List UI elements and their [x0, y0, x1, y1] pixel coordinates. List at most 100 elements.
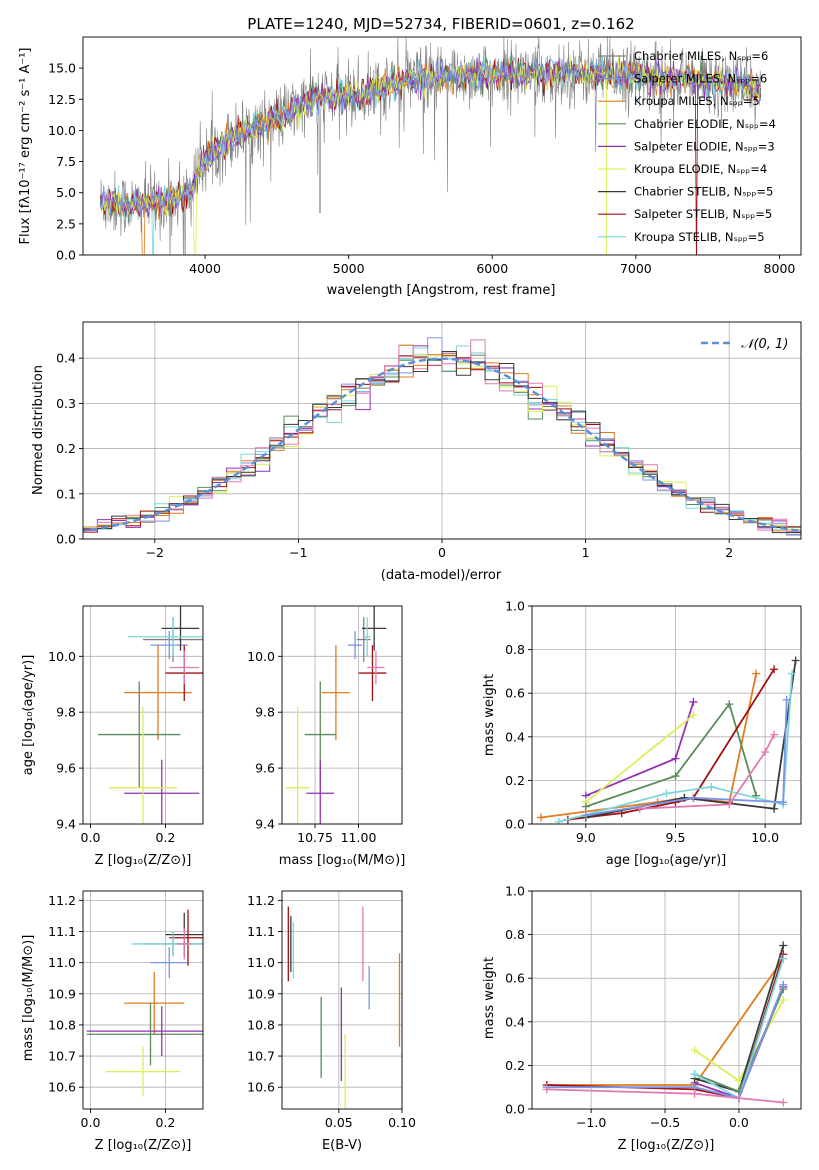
- panel-age-vs-mass: mass [log₁₀(M/M⊙)] 10.75 11.00 9.4 9.6 9.8 10…: [247, 605, 406, 868]
- panel-massweight-vs-metallicity: Z [log₁₀(Z/Z⊙)] mass weight −1.0 −0.5 0.0 0…: [482, 884, 802, 1153]
- massweight-marker: [770, 665, 779, 674]
- plot-area: [83, 337, 801, 539]
- mwZ-ylabel: mass weight: [482, 957, 497, 1039]
- figure-title: PLATE=1240, MJD=52734, FIBERID=0601, z=0…: [247, 15, 634, 33]
- spectrum-model-line: [99, 57, 762, 217]
- y-tick-label: 9.4: [56, 817, 76, 832]
- plot-area: [285, 606, 387, 824]
- massweight-line: [585, 702, 758, 808]
- y-tick-label: 10.7: [48, 1049, 76, 1064]
- y-tick-label: 0.4: [505, 1014, 525, 1029]
- x-tick-label: 0.05: [325, 1115, 353, 1130]
- x-tick-label: 2: [725, 545, 733, 560]
- legend-label: Chabrier MILES, Nₛₚₚ=6: [634, 49, 768, 63]
- massweight-marker: [791, 656, 800, 665]
- x-tick-label: 10.75: [297, 830, 333, 845]
- axes-frame: [531, 605, 802, 825]
- x-tick-label: 4000: [189, 261, 221, 276]
- y-tick-label: 11.0: [247, 955, 275, 970]
- y-tick-label: 10.6: [247, 1080, 275, 1095]
- y-tick-label: 0.0: [505, 817, 525, 832]
- y-tick-label: 9.8: [56, 705, 76, 720]
- ageM-xlabel: mass [log₁₀(M/M⊙)]: [279, 853, 406, 868]
- axes-frame: [281, 890, 403, 1110]
- plot-area: [536, 656, 800, 824]
- x-tick-label: 0: [438, 545, 446, 560]
- massweight-line: [639, 734, 775, 810]
- legend-label: Chabrier ELODIE, Nₛₚₚ=4: [634, 117, 776, 131]
- massE-xlabel: E(B-V): [322, 1138, 362, 1153]
- normal-curve: [83, 357, 801, 533]
- spectrum-ylabel: Flux [fλ10⁻¹⁷ erg cm⁻² s⁻¹ A⁻¹]: [18, 48, 33, 245]
- y-tick-label: 0.2: [505, 773, 525, 788]
- panel-spectrum: wavelength [Angstrom, rest frame] Flux […: [18, 36, 802, 298]
- x-tick-label: −1.0: [576, 1115, 606, 1130]
- y-tick-label: 10.0: [48, 123, 76, 138]
- y-tick-label: 0.2: [505, 1058, 525, 1073]
- massweight-marker: [725, 800, 734, 809]
- massweight-marker: [690, 1046, 699, 1055]
- massZ-xlabel: Z [log₁₀(Z/Z⊙)]: [95, 1138, 192, 1153]
- mwAge-ylabel: mass weight: [482, 674, 497, 756]
- x-tick-label: 5000: [333, 261, 365, 276]
- spectrum-xlabel: wavelength [Angstrom, rest frame]: [327, 283, 556, 298]
- y-tick-label: 7.5: [56, 154, 76, 169]
- x-tick-label: 0.0: [729, 1115, 749, 1130]
- y-tick-label: 2.5: [56, 216, 76, 231]
- x-tick-label: 0.2: [156, 830, 176, 845]
- massweight-line: [585, 714, 694, 803]
- massweight-marker: [725, 700, 734, 709]
- residual-histogram: [83, 351, 801, 535]
- massweight-line: [546, 1088, 784, 1104]
- x-tick-label: 11.00: [341, 830, 377, 845]
- panel-mass-vs-ebv: E(B-V) 0.05 0.10 10.6 10.7 10.8 10.9 11.0 11.1 1…: [247, 890, 416, 1153]
- axes-frame: [281, 605, 403, 825]
- massweight-marker: [788, 669, 797, 678]
- axes-frame: [82, 36, 802, 256]
- x-tick-label: 1: [582, 545, 590, 560]
- legend-label: 𝒩(0, 1): [741, 337, 788, 352]
- y-tick-label: 11.1: [247, 924, 275, 939]
- y-tick-label: 0.1: [56, 486, 76, 501]
- legend-label: Salpeter MILES, Nₛₚₚ=6: [634, 72, 767, 86]
- panel-age-vs-metallicity: Z [log₁₀(Z/Z⊙)] age [log₁₀(age/yr)] 0.0 0…: [21, 605, 204, 868]
- y-tick-label: 11.0: [48, 955, 76, 970]
- x-tick-label: 0.0: [81, 1115, 101, 1130]
- y-tick-label: 9.8: [255, 705, 275, 720]
- y-tick-label: 0.3: [56, 396, 76, 411]
- y-tick-label: 0.4: [505, 729, 525, 744]
- y-tick-label: 9.6: [56, 761, 76, 776]
- massweight-marker: [581, 802, 590, 811]
- x-tick-label: 0.2: [156, 1115, 176, 1130]
- massweight-marker: [779, 1098, 788, 1107]
- massweight-marker: [770, 804, 779, 813]
- y-tick-label: 10.7: [247, 1049, 275, 1064]
- y-tick-label: 1.0: [505, 599, 525, 614]
- massweight-marker: [734, 1094, 743, 1103]
- y-tick-label: 10.8: [48, 1017, 76, 1032]
- y-tick-label: 0.2: [56, 441, 76, 456]
- spectrum-model-line: [99, 57, 762, 255]
- massweight-marker: [680, 793, 689, 802]
- mwZ-xlabel: Z [log₁₀(Z/Z⊙)]: [618, 1138, 715, 1153]
- legend-label: Kroupa MILES, Nₛₚₚ=5: [634, 94, 760, 108]
- y-tick-label: 12.5: [48, 92, 76, 107]
- x-tick-label: 6000: [476, 261, 508, 276]
- y-tick-label: 9.4: [255, 817, 275, 832]
- y-tick-label: 10.9: [48, 986, 76, 1001]
- panel-mass-vs-metallicity: Z [log₁₀(Z/Z⊙)] mass [log₁₀(M/M⊙)] 0.0 0.…: [21, 890, 204, 1153]
- massweight-marker: [779, 941, 788, 950]
- y-tick-label: 0.8: [505, 927, 525, 942]
- massweight-line: [567, 668, 775, 821]
- residuals-xlabel: (data-model)/error: [381, 568, 502, 583]
- x-tick-label: 10.0: [751, 830, 779, 845]
- massweight-marker: [770, 730, 779, 739]
- y-tick-label: 0.0: [56, 532, 76, 547]
- y-tick-label: 0.0: [505, 1102, 525, 1117]
- massweight-marker: [635, 804, 644, 813]
- x-tick-label: 7000: [620, 261, 652, 276]
- residuals-ylabel: Normed distribution: [31, 365, 46, 495]
- massweight-marker: [752, 669, 761, 678]
- y-tick-label: 1.0: [505, 884, 525, 899]
- massweight-marker: [707, 782, 716, 791]
